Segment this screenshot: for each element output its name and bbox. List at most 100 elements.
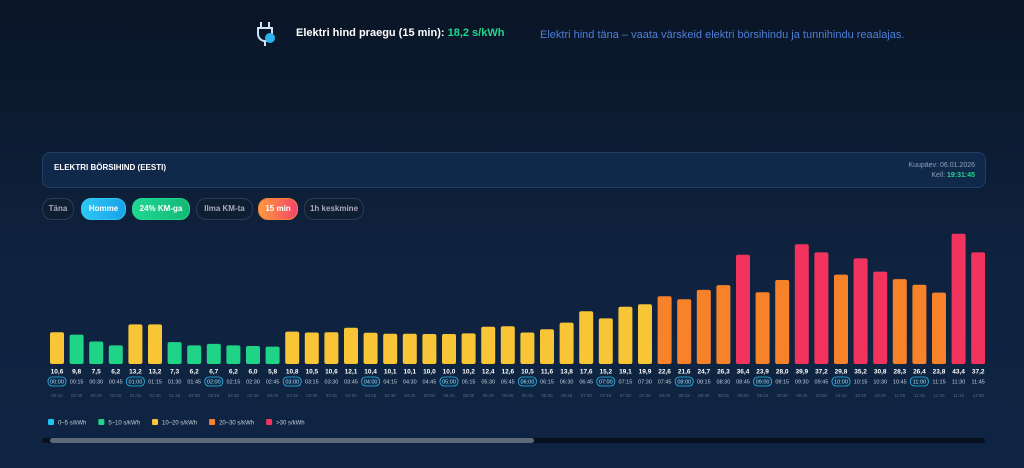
bar: [677, 299, 692, 364]
end-time-label: 01:45: [169, 393, 181, 398]
bar: [304, 332, 319, 364]
x-tick-label: 04:30: [403, 379, 417, 385]
bar: [324, 332, 339, 364]
bar: [265, 346, 280, 364]
x-tick-label: 11:15: [932, 379, 945, 385]
vat-off[interactable]: Ilma KM-ta: [196, 198, 253, 220]
tab-tomorrow[interactable]: Homme: [81, 198, 126, 220]
tagline[interactable]: Elektri hind täna – vaata värskeid elekt…: [540, 29, 905, 41]
scroll-thumb[interactable]: [50, 438, 534, 443]
value-label: 26,4: [913, 369, 926, 376]
date: Kuupäev: 06.01.2026: [908, 162, 975, 169]
end-time-label: 02:00: [189, 393, 201, 398]
x-tick-label: 00:45: [109, 379, 123, 385]
value-label: 35,2: [854, 369, 867, 376]
x-tick-label: 01:00: [129, 379, 143, 385]
end-time-label: 04:45: [404, 393, 416, 398]
legend-label: 10–20 s/kWh: [162, 421, 197, 427]
legend: 0–5 s/kWh 5–10 s/kWh 10–20 s/kWh 20–30 s/kW…: [48, 419, 305, 427]
value-label: 30,8: [874, 369, 887, 376]
x-tick-label: 00:00: [50, 379, 64, 385]
value-label: 13,2: [129, 369, 142, 376]
x-tick-label: 04:00: [364, 379, 378, 385]
current-price-value: 18,2 s/kWh: [447, 27, 505, 39]
end-time-label: 07:45: [639, 393, 651, 398]
chart: 10,6 00:00 00:15 9,8 00:15 00:30 7,5 00:30 00:45…: [47, 233, 985, 398]
end-time-label: 06:45: [561, 393, 573, 398]
end-time-label: 07:30: [620, 393, 632, 398]
bar: [716, 285, 731, 364]
chart-scroll: 10,6 00:00 00:15 9,8 00:15 00:30 7,5 00:30 00:45…: [42, 225, 985, 410]
bar: [246, 346, 260, 364]
end-time-label: 05:15: [443, 393, 455, 398]
bar: [226, 345, 241, 364]
vat-on[interactable]: 24% KM-ga: [132, 198, 190, 220]
value-label: 10,6: [325, 369, 338, 376]
bar: [755, 292, 770, 364]
value-label: 10,0: [423, 369, 436, 376]
bar: [873, 271, 888, 364]
x-tick-label: 06:45: [579, 379, 593, 385]
x-tick-label: 00:30: [89, 379, 103, 385]
value-label: 39,9: [795, 369, 808, 376]
x-tick-label: 04:15: [383, 379, 397, 385]
x-tick-label: 07:00: [599, 379, 613, 385]
x-tick-label: 07:30: [638, 379, 652, 385]
end-time-label: 08:45: [718, 393, 730, 398]
end-time-label: 00:15: [51, 393, 63, 398]
end-time-label: 09:45: [796, 393, 808, 398]
end-time-label: 05:00: [424, 393, 436, 398]
legend-label: >30 s/kWh: [276, 421, 305, 427]
hour-marker: [361, 376, 381, 387]
bar: [540, 329, 554, 364]
hour-marker: [674, 376, 694, 387]
x-tick-label: 02:30: [246, 379, 260, 385]
bar: [402, 333, 417, 364]
x-tick-label: 00:15: [70, 379, 84, 385]
end-time-label: 10:00: [816, 393, 828, 398]
x-tick-label: 05:00: [442, 379, 456, 385]
value-label: 7,3: [170, 369, 179, 376]
bar: [794, 244, 809, 364]
interval-1h[interactable]: 1h keskmine: [304, 198, 364, 220]
bar: [167, 342, 182, 364]
end-time-label: 03:30: [306, 393, 318, 398]
bar: [892, 279, 907, 364]
end-time-label: 07:15: [600, 393, 612, 398]
end-time-label: 01:00: [110, 393, 122, 398]
value-label: 28,3: [893, 369, 906, 376]
value-label: 15,2: [599, 369, 612, 376]
legend-swatch: [48, 419, 54, 425]
bar: [657, 296, 672, 364]
value-label: 6,0: [248, 369, 257, 376]
bar: [108, 345, 123, 364]
end-time-label: 11:00: [894, 393, 905, 398]
scrollbar[interactable]: [42, 438, 985, 443]
x-tick-label: 01:15: [148, 379, 162, 385]
card-datetime: Kuupäev: 06.01.2026 Kell: 19:31:45: [908, 161, 975, 181]
bar: [559, 322, 574, 364]
value-label: 6,2: [190, 369, 199, 376]
value-label: 24,7: [697, 369, 710, 376]
time: 19:31:45: [946, 172, 975, 179]
bar: [50, 332, 64, 364]
x-tick-label: 10:45: [893, 379, 907, 385]
tab-today[interactable]: Täna: [42, 198, 74, 220]
x-tick-label: 09:15: [775, 379, 789, 385]
x-tick-label: 08:00: [677, 379, 691, 385]
interval-15[interactable]: 15 min: [258, 198, 298, 220]
bar: [951, 233, 966, 364]
value-label: 23,9: [756, 369, 769, 376]
value-label: 10,4: [364, 369, 377, 376]
plug-icon: [257, 22, 275, 46]
bar: [344, 327, 358, 364]
x-tick-label: 06:30: [560, 379, 574, 385]
end-time-label: 10:30: [855, 393, 867, 398]
value-label: 28,0: [776, 369, 789, 376]
legend-swatch: [152, 419, 159, 425]
value-label: 5,8: [268, 369, 277, 376]
x-tick-label: 08:15: [697, 379, 711, 385]
bar: [971, 252, 985, 364]
bar: [500, 326, 515, 364]
